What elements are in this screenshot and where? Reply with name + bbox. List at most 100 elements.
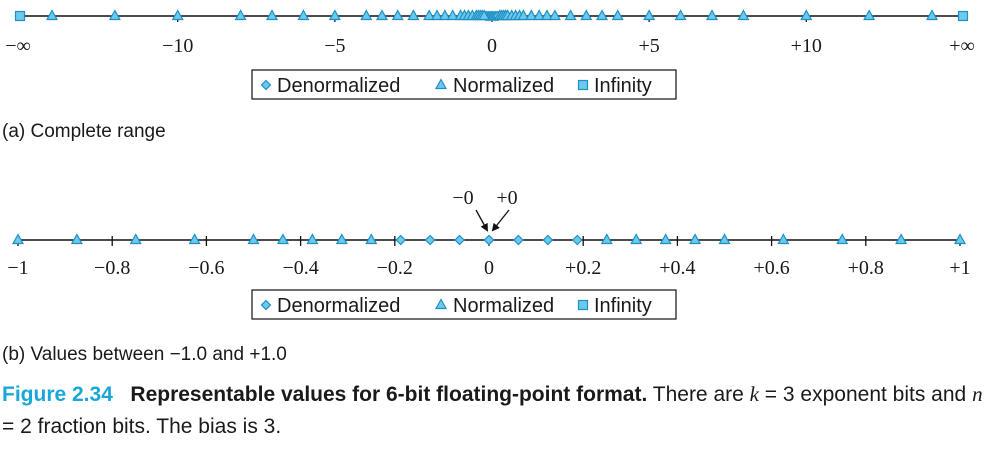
- normalized-point: [407, 9, 420, 21]
- panel-b-tick-labels: −1 −0.8 −0.6 −0.4 −0.2 0 +0.2 +0.4 +0.6 +0.8 +1: [7, 257, 970, 279]
- normalized-point: [446, 9, 459, 21]
- caption-var-k: k: [749, 382, 759, 406]
- denormalized-point: [571, 234, 583, 246]
- denormalized-point: [513, 234, 524, 246]
- panel-b-zero-annotations: −0 +0: [452, 187, 518, 232]
- normalized-point: [430, 9, 444, 21]
- normalized-point: [564, 9, 577, 21]
- legend-normalized-marker: [434, 298, 448, 310]
- normalized-point: [478, 9, 491, 21]
- normalized-point: [580, 9, 593, 21]
- panel-a-label: (a) Complete range: [2, 121, 166, 142]
- normalized-point: [108, 9, 121, 21]
- caption-eq-2: = 2: [2, 415, 32, 438]
- tick-label: +5: [639, 35, 660, 57]
- denormalized-point: [424, 234, 436, 246]
- infinity-point: [14, 10, 26, 22]
- legend-normalized-label: Normalized: [453, 75, 554, 97]
- denormalized-point: [395, 234, 407, 246]
- normalized-point: [391, 9, 404, 21]
- tick-label: −1: [7, 257, 28, 279]
- caption-var-n: n: [972, 382, 983, 406]
- legend-infinity-marker: [577, 79, 589, 91]
- legend-infinity-marker: [577, 299, 589, 311]
- normalized-point: [643, 9, 656, 21]
- normalized-point: [328, 9, 341, 21]
- legend-box: [251, 289, 677, 320]
- tick-label: 0: [487, 35, 497, 57]
- tick-label: +1: [949, 257, 970, 279]
- panel-b-label: (b) Values between −1.0 and +1.0: [2, 344, 287, 365]
- tick-label-neg-infinity: −∞: [5, 35, 31, 57]
- tick-label: +0.8: [848, 257, 884, 279]
- normalized-point: [188, 233, 201, 245]
- panel-a-legend: Denormalized Normalized Infinity: [251, 69, 677, 100]
- annotation-neg-zero: −0: [452, 187, 473, 209]
- normalized-point: [611, 9, 624, 21]
- legend-denormalized-label: Denormalized: [277, 295, 400, 317]
- normalized-point: [659, 233, 672, 245]
- normalized-point: [306, 233, 319, 245]
- tick-label: −0.2: [377, 257, 413, 279]
- normalized-point: [360, 9, 373, 21]
- panel-a-data-points: [14, 9, 969, 22]
- normalized-point: [800, 9, 813, 21]
- panel-b-legend: Denormalized Normalized Infinity: [251, 289, 677, 320]
- panel-a-tick-labels: −10 −5 0 +5 +10 −∞ +∞: [5, 35, 975, 57]
- normalized-point: [423, 9, 436, 21]
- figure-canvas: −10 −5 0 +5 +10−∞ +∞ Denormalized Normalized In…: [2, 9, 975, 365]
- legend-denormalized-label: Denormalized: [277, 75, 400, 97]
- denormalized-point: [542, 234, 554, 246]
- legend-denormalized-marker: [260, 79, 272, 91]
- normalized-point: [600, 233, 613, 245]
- normalized-point: [45, 9, 59, 21]
- panel-b-data-points: [11, 233, 967, 246]
- normalized-point: [595, 9, 609, 21]
- caption-text-1: There are: [647, 383, 750, 406]
- normalized-point: [777, 233, 790, 245]
- normalized-point: [438, 9, 451, 21]
- tick-label: −5: [324, 35, 345, 57]
- denormalized-point: [483, 234, 495, 246]
- tick-label: +10: [791, 35, 822, 57]
- legend-infinity-label: Infinity: [594, 75, 652, 97]
- normalized-point: [375, 9, 389, 21]
- tick-label: +0.4: [659, 257, 695, 279]
- arrow-pos-zero: [491, 209, 510, 232]
- tick-label: −0.4: [282, 257, 318, 279]
- caption-text-2: exponent bits and: [794, 383, 973, 406]
- normalized-point: [895, 233, 908, 245]
- normalized-point: [517, 9, 530, 21]
- arrow-neg-zero: [475, 209, 488, 232]
- tick-label: +0.6: [753, 257, 789, 279]
- caption-text-3: fraction bits. The bias is 3.: [31, 415, 282, 438]
- normalized-point: [234, 9, 247, 21]
- normalized-point: [836, 233, 849, 245]
- normalized-point: [11, 233, 25, 245]
- tick-label: −0.6: [188, 257, 224, 279]
- normalized-point: [70, 233, 83, 245]
- normalized-point: [737, 9, 750, 21]
- normalized-point: [129, 233, 142, 245]
- normalized-point: [297, 9, 310, 21]
- panel-a-complete-range: −10 −5 0 +5 +10 −∞ +∞ Denormalized Normalized In…: [2, 9, 975, 142]
- normalized-point: [925, 9, 939, 21]
- figure-number: Figure 2.34: [2, 383, 113, 406]
- normalized-point: [335, 233, 348, 245]
- normalized-point: [247, 233, 260, 245]
- normalized-point: [953, 233, 967, 245]
- panel-b-unit-range: −1 −0.8 −0.6 −0.4 −0.2 0 +0.2 +0.4 +0.6 +0.8 +1 −0…: [2, 187, 971, 365]
- legend-normalized-label: Normalized: [453, 295, 554, 317]
- normalized-point: [674, 9, 687, 21]
- normalized-point: [171, 9, 184, 21]
- legend-infinity-label: Infinity: [594, 295, 652, 317]
- normalized-point: [630, 233, 643, 245]
- figure-title: Representable values for 6-bit floating-…: [130, 383, 648, 406]
- normalized-point: [718, 233, 731, 245]
- normalized-point: [540, 9, 554, 21]
- normalized-point: [276, 233, 289, 245]
- figure-caption: Figure 2.34 Representable values for 6-b…: [2, 378, 1000, 443]
- tick-label: −10: [162, 35, 193, 57]
- normalized-point: [533, 9, 546, 21]
- normalized-point: [863, 9, 876, 21]
